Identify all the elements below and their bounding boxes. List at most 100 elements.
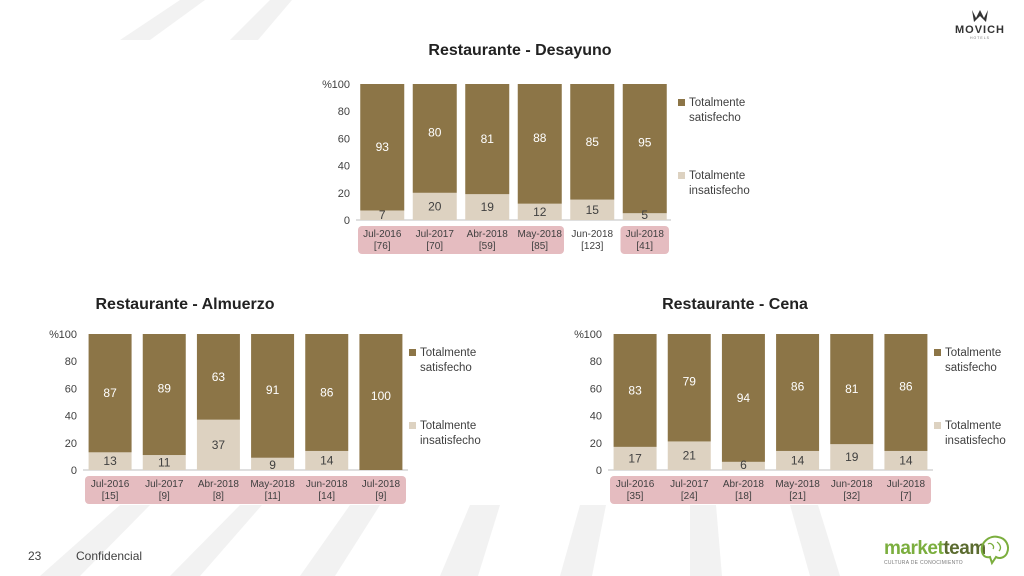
bar-segment-satisfecho (721, 334, 765, 462)
y-tick-label: 20 (65, 438, 77, 450)
y-tick-label: 60 (338, 133, 350, 145)
sample-size-label: [11] (265, 491, 281, 502)
x-tick-label: Jul-2018 (887, 479, 926, 490)
chart-desayuno: Restaurante - Desayuno 0 20 40 60 80 100% 93 7 J… (300, 38, 760, 260)
y-tick-label: 100 (584, 329, 602, 341)
x-tick-label: Jul-2016 (91, 479, 130, 490)
sample-size-label: [76] (374, 241, 391, 252)
bar-segment-insatisfecho (360, 210, 405, 220)
data-label-insatisfecho: 14 (320, 453, 334, 467)
data-label-satisfecho: 85 (586, 135, 600, 149)
bar-segment-insatisfecho (776, 450, 820, 470)
category-highlight-band (358, 226, 564, 254)
data-label-insatisfecho: 21 (683, 449, 697, 463)
data-label-insatisfecho: 6 (740, 458, 747, 472)
data-label-satisfecho: 93 (376, 140, 390, 154)
y-tick-label: 40 (338, 161, 350, 173)
sample-size-label: [35] (627, 491, 644, 502)
legend-label: Totalmente insatisfecho (945, 420, 1006, 447)
marketteam-logo: marketteam CULTURA DE CONOCIMIENTO (884, 532, 1014, 572)
data-label-insatisfecho: 5 (641, 208, 648, 222)
data-label-insatisfecho: 20 (428, 199, 442, 213)
bar-segment-satisfecho (830, 334, 874, 445)
y-tick-label: 0 (71, 465, 77, 477)
sample-size-label: [24] (681, 491, 698, 502)
bar-segment-satisfecho (570, 84, 615, 200)
data-label-satisfecho: 63 (212, 370, 226, 384)
y-axis-label: % (574, 329, 584, 341)
bar-segment-satisfecho (465, 84, 510, 195)
legend-label: Totalmente satisfecho (420, 347, 476, 374)
brain-icon (980, 535, 1009, 566)
marketteam-word-market: market (884, 538, 944, 559)
chart-cena-plot: 0 20 40 60 80 100% 83 17 Jul-2016[35] 79 21 Jul-201… (574, 329, 1006, 504)
category-highlight-band (620, 226, 669, 254)
sample-size-label: [85] (531, 241, 548, 252)
data-label-satisfecho: 94 (737, 391, 751, 405)
x-tick-label: Jul-2018 (362, 479, 401, 490)
data-label-insatisfecho: 13 (103, 454, 117, 468)
bar-segment-satisfecho (776, 334, 820, 451)
data-label-satisfecho: 91 (266, 383, 280, 397)
bar-segment-insatisfecho (721, 461, 765, 470)
legend-swatch (409, 349, 416, 356)
bar-segment-insatisfecho (412, 192, 457, 220)
sample-size-label: [9] (375, 491, 386, 502)
y-tick-label: 0 (596, 465, 602, 477)
legend-swatch (934, 349, 941, 356)
data-label-insatisfecho: 14 (899, 453, 913, 467)
sample-size-label: [15] (102, 491, 119, 502)
data-label-satisfecho: 95 (638, 136, 652, 150)
chart-cena: Restaurante - Cena 0 20 40 60 80 100% 83 17 Jul-… (555, 292, 1024, 514)
y-tick-label: 20 (590, 438, 602, 450)
sample-size-label: [32] (843, 491, 860, 502)
bar-segment-insatisfecho (305, 450, 349, 470)
data-label-satisfecho: 88 (533, 131, 547, 145)
chart-almuerzo-plot: 0 20 40 60 80 100% 87 13 Jul-2016[15] 89 11 Jul-201… (49, 329, 481, 504)
data-label-satisfecho: 83 (628, 383, 642, 397)
x-tick-label: Jun-2018 (831, 479, 873, 490)
bar-segment-satisfecho (517, 84, 562, 204)
chart-title: Restaurante - Cena (662, 296, 808, 313)
y-tick-label: 100 (332, 79, 350, 91)
y-axis-label: % (49, 329, 59, 341)
legend-label: Totalmente satisfecho (945, 347, 1001, 374)
x-tick-label: Abr-2018 (467, 229, 509, 240)
bar-segment-satisfecho (884, 334, 928, 451)
data-label-satisfecho: 86 (899, 379, 913, 393)
x-tick-label: Abr-2018 (198, 479, 240, 490)
x-tick-label: May-2018 (250, 479, 295, 490)
data-label-satisfecho: 81 (481, 132, 495, 146)
x-tick-label: Jul-2016 (616, 479, 655, 490)
marketteam-word-team: team (943, 538, 986, 559)
bar-segment-insatisfecho (251, 457, 295, 470)
bar-segment-satisfecho (667, 334, 711, 442)
x-tick-label: Abr-2018 (723, 479, 765, 490)
y-tick-label: 80 (65, 356, 77, 368)
data-label-insatisfecho: 9 (269, 458, 276, 472)
data-label-insatisfecho: 15 (586, 203, 600, 217)
page-number: 23 (28, 549, 42, 563)
category-highlight-band (610, 476, 931, 504)
y-tick-label: 80 (338, 106, 350, 118)
chart-title: Restaurante - Almuerzo (95, 296, 275, 313)
legend-swatch (409, 422, 416, 429)
bar-segment-insatisfecho (667, 441, 711, 470)
y-tick-label: 100 (59, 329, 77, 341)
bar-segment-insatisfecho (830, 444, 874, 470)
data-label-insatisfecho: 14 (791, 453, 805, 467)
data-label-satisfecho: 100 (371, 389, 391, 403)
data-label-satisfecho: 79 (683, 375, 697, 389)
y-tick-label: 40 (590, 411, 602, 423)
bar-segment-satisfecho (196, 334, 240, 420)
sample-size-label: [123] (581, 241, 603, 252)
marketteam-wordmark: marketteam (884, 538, 986, 560)
sample-size-label: [41] (636, 241, 653, 252)
bar-segment-insatisfecho (622, 213, 667, 220)
bar-segment-satisfecho (412, 84, 457, 193)
chart-title: Restaurante - Desayuno (428, 42, 612, 59)
legend-swatch (678, 99, 685, 106)
y-tick-label: 60 (590, 383, 602, 395)
y-tick-label: 40 (65, 411, 77, 423)
data-label-insatisfecho: 17 (628, 451, 642, 465)
